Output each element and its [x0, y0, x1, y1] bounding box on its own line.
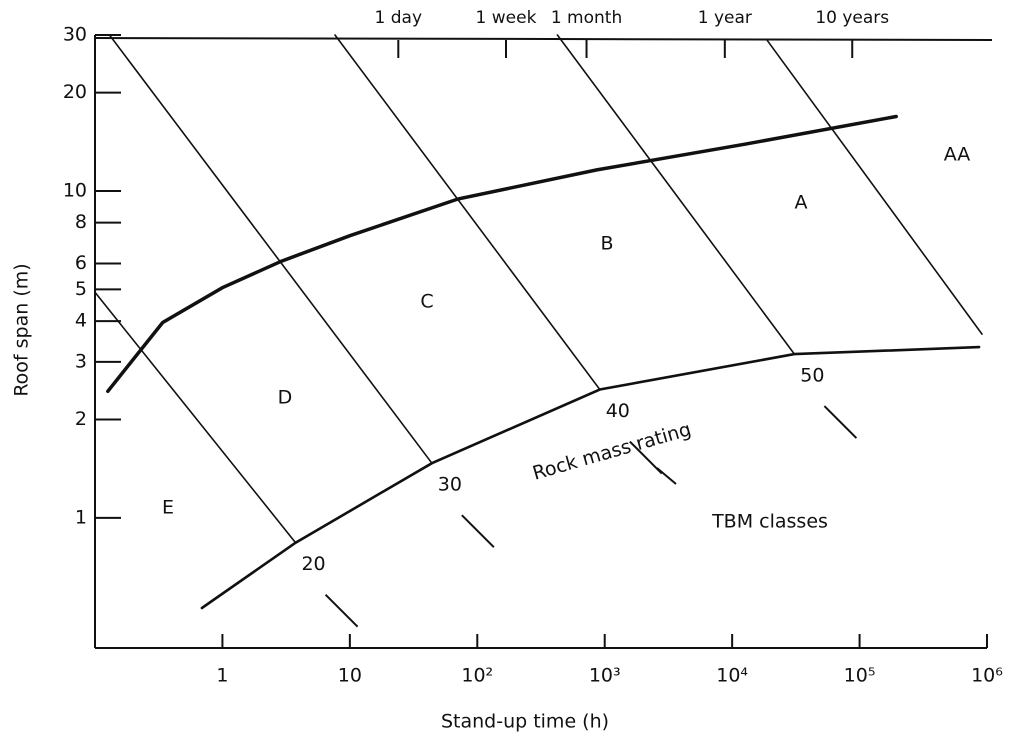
y-tick-label: 4: [75, 310, 87, 332]
x-tick-label: 10: [338, 665, 362, 687]
annotation: D: [278, 387, 293, 409]
x-axis-label: Stand-up time (h): [441, 711, 609, 733]
series-label: 40: [606, 400, 630, 422]
top-tick-label: 1 year: [698, 8, 752, 28]
annotation: E: [162, 497, 174, 519]
top-tick-label: 1 week: [476, 8, 537, 28]
label-stroke: [324, 593, 359, 628]
series-line: [556, 34, 796, 355]
x-tick-label: 10⁶: [971, 665, 1003, 687]
series-line: [200, 345, 981, 610]
y-tick-label: 2: [75, 408, 87, 430]
annotation: C: [420, 291, 433, 313]
y-tick-label: 8: [75, 211, 87, 233]
y-axis-label: Roof span (m): [11, 263, 33, 396]
top-axis: [94, 37, 993, 41]
y-tick-label: 6: [75, 252, 87, 274]
series-label: 30: [438, 474, 462, 496]
y-tick-label: 3: [75, 350, 87, 372]
x-tick-label: 1: [216, 665, 228, 687]
annotation: AA: [944, 144, 971, 166]
top-tick-label: 1 day: [375, 8, 423, 28]
label-stroke: [629, 440, 663, 475]
series-label: 50: [800, 365, 824, 387]
x-tick-label: 10²: [461, 665, 493, 687]
x-tick-label: 10³: [589, 665, 621, 687]
y-tick-label: 1: [75, 506, 87, 528]
annotation: Rock mass rating: [530, 418, 693, 484]
series-line: [108, 34, 433, 464]
x-tick-label: 10⁵: [844, 665, 876, 687]
series-line: [766, 39, 983, 335]
label-stroke: [461, 514, 495, 548]
y-tick-label: 20: [63, 81, 87, 103]
y-tick-label: 10: [63, 179, 87, 201]
series-line: [334, 34, 601, 391]
y-tick-label: 5: [75, 278, 87, 300]
series-line: [94, 291, 297, 544]
annotation-stroke: [656, 467, 677, 485]
x-tick-label: 10⁴: [716, 665, 748, 687]
annotation: B: [600, 233, 613, 255]
top-tick-label: 1 month: [551, 8, 622, 28]
series-line: [106, 114, 898, 394]
annotation: A: [795, 192, 808, 214]
y-tick-label: 30: [63, 24, 87, 46]
top-tick-label: 10 years: [815, 8, 889, 28]
series-label: 20: [301, 553, 325, 575]
annotation: TBM classes: [711, 511, 828, 533]
label-stroke: [823, 405, 858, 439]
